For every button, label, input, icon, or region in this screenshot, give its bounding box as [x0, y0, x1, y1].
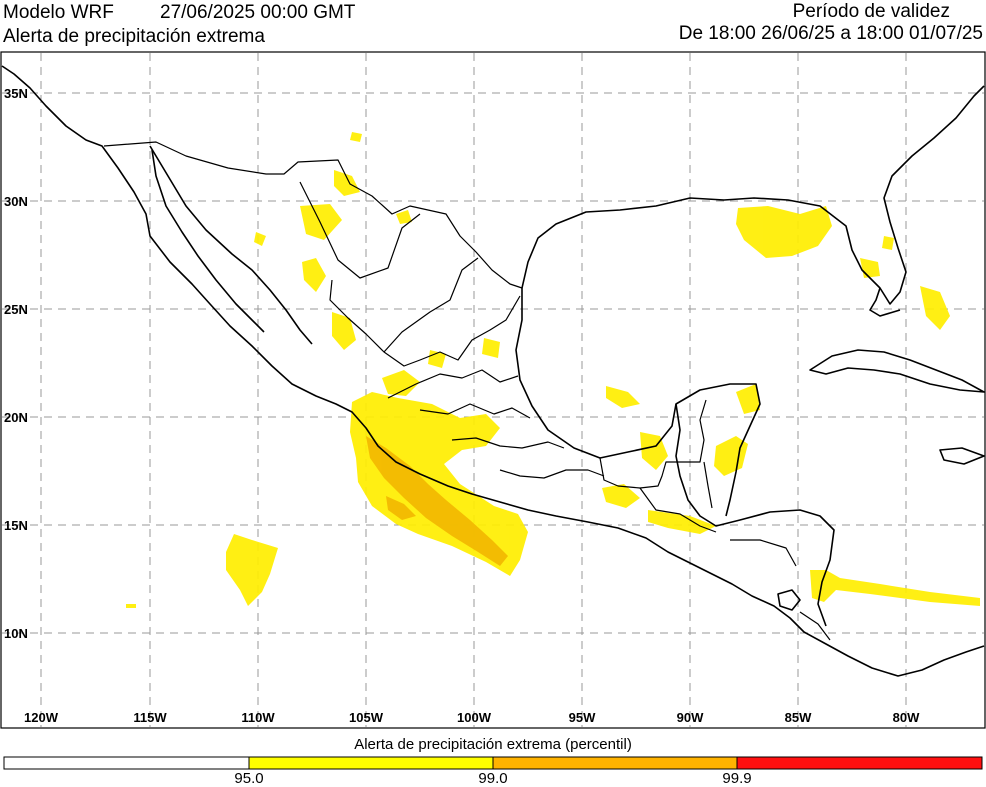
lon-label-115w: 115W	[133, 710, 167, 725]
colorbar-tick-95: 95.0	[234, 770, 264, 787]
colorbar-tick-99: 99.0	[478, 770, 508, 787]
colorbar-segment-99-999	[492, 756, 738, 770]
political-boundaries	[103, 141, 831, 641]
mexico-guatemala-border	[599, 399, 707, 489]
lat-label-25n: 25N	[4, 302, 28, 317]
lat-label-20n: 20N	[4, 410, 28, 425]
colorbar	[3, 756, 983, 770]
alert-95-percentile	[126, 132, 980, 608]
validity-range: De 18:00 26/06/25 a 18:00 01/07/25	[678, 23, 983, 44]
lon-label-90w: 90W	[677, 710, 704, 725]
lon-label-85w: 85W	[785, 710, 812, 725]
product-title: Alerta de precipitación extrema	[3, 26, 265, 47]
lat-label-30n: 30N	[4, 194, 28, 209]
guatemala-belize-border	[703, 461, 713, 509]
gulf-of-california-east	[149, 145, 313, 345]
lon-label-105w: 105W	[349, 710, 384, 725]
coastlines	[1, 65, 985, 677]
us-mexico-border	[103, 141, 523, 289]
colorbar-segment-below-95	[3, 756, 250, 770]
lon-label-120w: 120W	[24, 710, 59, 725]
pacific-coast	[1, 65, 985, 677]
alert-99-percentile	[366, 436, 508, 566]
cuba	[809, 349, 985, 393]
alert-areas	[126, 132, 980, 608]
yucatan-west-coast	[675, 403, 835, 627]
colorbar-segment-above-999	[736, 756, 983, 770]
lake-nicaragua	[777, 589, 801, 611]
colorbar-title: Alerta de precipitación extrema (percent…	[354, 736, 632, 753]
lon-label-80w: 80W	[893, 710, 920, 725]
forecast-datetime: 27/06/2025 00:00 GMT	[160, 2, 356, 23]
baja-california-east	[151, 149, 265, 333]
lon-label-110w: 110W	[241, 710, 275, 725]
model-name: Modelo WRF	[3, 2, 114, 23]
mexico-state-lines	[299, 181, 605, 479]
validity-title: Período de validez	[792, 1, 950, 22]
gulf-of-mexico-coast	[521, 85, 985, 305]
central-america-borders	[639, 487, 831, 641]
colorbar-segment-95-99	[248, 756, 494, 770]
lon-label-100w: 100W	[457, 710, 492, 725]
lat-label-35n: 35N	[4, 86, 28, 101]
florida-south-tip	[869, 287, 901, 317]
lat-label-15n: 15N	[4, 518, 28, 533]
colorbar-tick-999: 99.9	[722, 770, 752, 787]
hispaniola	[939, 447, 985, 465]
map-frame	[0, 51, 986, 729]
mexico-gulf-west	[515, 288, 761, 517]
lon-label-95w: 95W	[569, 710, 596, 725]
lat-label-10n: 10N	[4, 626, 28, 641]
